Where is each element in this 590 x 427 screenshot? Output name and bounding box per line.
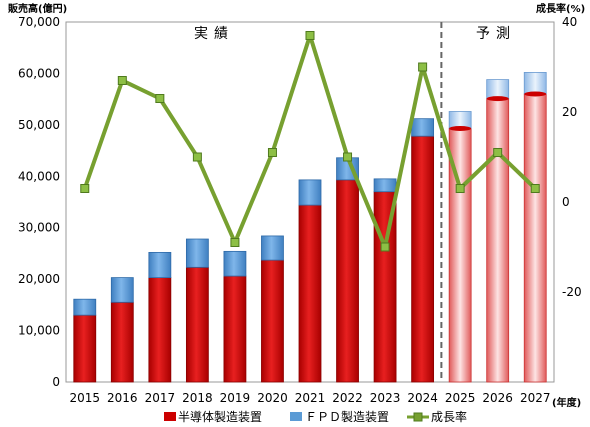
legend-label-semiconductor: 半導体製造装置: [178, 410, 262, 424]
legend-swatch-semiconductor: [164, 412, 176, 421]
bar-fpd-2020: [261, 235, 284, 261]
bar-semiconductor-2017: [148, 277, 172, 383]
x-tick-label: 2018: [182, 391, 213, 405]
bar-fpd-2018: [185, 238, 209, 268]
x-axis-unit: (年度): [552, 396, 581, 409]
growth-point-2015: [80, 184, 90, 193]
bar-semiconductor-2019: [223, 275, 247, 383]
x-tick-label: 2026: [482, 391, 513, 405]
growth-point-2027: [530, 184, 540, 193]
bar-fpd-2025: [448, 111, 472, 129]
y2-axis-ticks: -20 0 20 40: [562, 15, 582, 299]
y-tick-label: 40,000: [18, 169, 60, 183]
growth-point-2021: [305, 31, 315, 40]
y-tick-label: 10,000: [18, 324, 60, 338]
y2-tick-label: 0: [562, 195, 570, 209]
bar-semiconductor-2016: [110, 301, 134, 383]
legend-label-growth: 成長率: [431, 409, 467, 424]
y-tick-label: 20,000: [18, 272, 60, 286]
bar-fpd-2027: [523, 72, 547, 95]
bar-cap-2025: [449, 125, 472, 131]
x-tick-label: 2016: [107, 391, 138, 405]
y-tick-label: 0: [52, 375, 60, 389]
bar-semiconductor-2021: [298, 204, 322, 383]
growth-point-2017: [155, 94, 165, 103]
bar-fpd-2016: [110, 277, 134, 303]
legend-swatch-fpd: [290, 412, 302, 421]
bar-fpd-2024: [411, 118, 435, 137]
bar-fpd-2017: [148, 251, 172, 278]
x-tick-label: 2017: [145, 391, 176, 405]
y2-tick-label: -20: [562, 285, 582, 299]
growth-point-2016: [117, 76, 127, 85]
bar-fpd-2023: [373, 178, 397, 193]
bar-semiconductor-2027: [523, 93, 547, 383]
legend-label-fpd: ＦＰＤ製造装置: [305, 410, 389, 424]
y-tick-label: 70,000: [18, 15, 60, 29]
bars: [73, 72, 547, 383]
x-tick-label: 2019: [220, 391, 251, 405]
growth-point-2023: [380, 242, 390, 252]
bar-fpd-2019: [223, 250, 247, 277]
y-axis-ticks: 0 10,000 20,000 30,000 40,000 50,000 60,000 70,…: [18, 15, 60, 389]
x-tick-label: 2024: [407, 391, 438, 405]
bar-semiconductor-2018: [185, 266, 209, 383]
bar-semiconductor-2023: [373, 191, 397, 383]
y2-axis-label: 成長率(%): [536, 2, 585, 15]
bar-cap-2027: [524, 91, 547, 97]
legend: 半導体製造装置 ＦＰＤ製造装置 成長率: [164, 409, 467, 424]
bar-fpd-2026: [486, 79, 510, 100]
bar-semiconductor-2022: [336, 179, 359, 383]
growth-line-layer: [80, 31, 540, 252]
y-tick-label: 50,000: [18, 118, 60, 132]
y2-tick-label: 20: [562, 105, 577, 119]
x-tick-label: 2021: [295, 391, 326, 405]
y-tick-label: 60,000: [18, 66, 60, 80]
x-tick-label: 2020: [257, 391, 288, 405]
growth-point-2026: [493, 148, 503, 157]
bar-cap-2026: [486, 96, 509, 102]
bar-semiconductor-2020: [261, 259, 284, 383]
x-tick-label: 2025: [445, 391, 476, 405]
growth-point-2024: [418, 62, 428, 72]
x-tick-label: 2027: [520, 391, 551, 405]
growth-point-2022: [343, 152, 353, 162]
growth-point-2018: [192, 152, 202, 162]
x-tick-label: 2015: [69, 391, 100, 405]
y-tick-label: 30,000: [18, 221, 60, 235]
x-tick-label: 2023: [370, 391, 401, 405]
bar-fpd-2021: [298, 179, 322, 206]
y2-tick-label: 40: [562, 15, 577, 29]
section-label-actual: 実績: [194, 26, 234, 42]
growth-point-2019: [230, 238, 240, 247]
growth-point-2025: [455, 184, 465, 193]
bar-semiconductor-2026: [486, 98, 510, 383]
x-axis-ticks: 2015 2016 2017 2018 2019 2020 2021 2022 2023 2024…: [69, 391, 550, 405]
bar-semiconductor-2015: [73, 314, 97, 383]
legend-marker-growth: [413, 412, 423, 422]
bar-fpd-2015: [73, 298, 97, 316]
growth-point-2020: [267, 148, 277, 157]
section-label-forecast: 予測: [476, 26, 516, 42]
y-axis-label: 販売高(億円): [8, 2, 67, 15]
bar-semiconductor-2024: [411, 135, 435, 383]
x-tick-label: 2022: [332, 391, 363, 405]
